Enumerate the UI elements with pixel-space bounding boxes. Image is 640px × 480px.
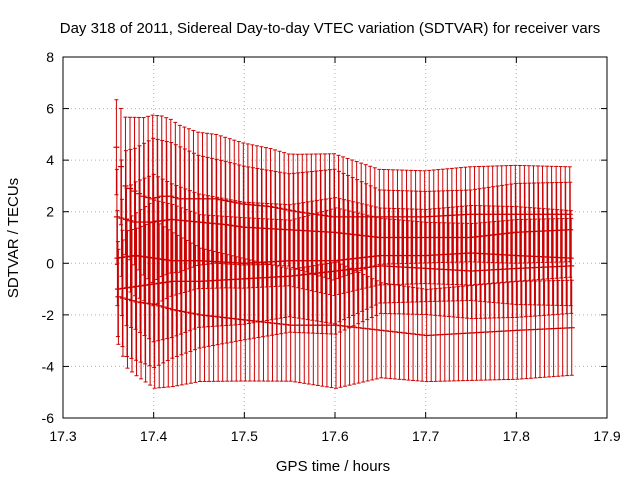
y-tick-label: -2 bbox=[42, 307, 55, 323]
data-point bbox=[210, 250, 217, 382]
data-point bbox=[337, 263, 344, 388]
data-point bbox=[568, 279, 575, 376]
x-tick-label: 17.9 bbox=[593, 428, 620, 444]
data-point bbox=[391, 284, 398, 380]
x-tick-label: 17.5 bbox=[231, 428, 258, 444]
x-tick-label: 17.7 bbox=[412, 428, 439, 444]
x-tick-label: 17.4 bbox=[140, 428, 167, 444]
data-point bbox=[192, 245, 199, 383]
data-point bbox=[265, 263, 271, 382]
y-tick-label: 4 bbox=[46, 152, 54, 168]
data-point bbox=[165, 229, 172, 388]
data-point bbox=[151, 220, 158, 389]
data-point bbox=[119, 239, 126, 357]
data-point bbox=[138, 225, 145, 380]
data-point bbox=[450, 286, 457, 382]
data-point bbox=[142, 224, 149, 383]
y-tick-label: 6 bbox=[46, 101, 54, 117]
data-point bbox=[346, 267, 353, 386]
data-point bbox=[410, 286, 417, 381]
y-tick-label: 8 bbox=[46, 49, 54, 65]
data-point bbox=[115, 248, 122, 345]
y-tick-label: 2 bbox=[46, 204, 54, 220]
series-lower bbox=[115, 220, 575, 389]
data-point bbox=[478, 284, 485, 381]
data-point bbox=[147, 222, 154, 386]
x-tick-label: 17.6 bbox=[321, 428, 348, 444]
data-point bbox=[183, 240, 190, 385]
x-axis-label: GPS time / hours bbox=[276, 458, 390, 475]
data-point bbox=[156, 223, 163, 389]
data-point bbox=[187, 242, 194, 384]
chart-title: Day 318 of 2011, Sidereal Day-to-day VTE… bbox=[60, 20, 600, 37]
data-point bbox=[124, 230, 131, 369]
axis-ticks: 17.3 17.4 17.5 17.6 17.7 17.8 17.9 -6 -4 -2 0 2 4 6 8 bbox=[42, 49, 621, 444]
x-tick-label: 17.8 bbox=[503, 428, 530, 444]
y-tick-label: -6 bbox=[42, 410, 55, 426]
data-point bbox=[233, 256, 240, 382]
data-point bbox=[133, 227, 140, 377]
data-point bbox=[160, 226, 167, 388]
data-point bbox=[564, 279, 571, 377]
data-point bbox=[129, 228, 135, 373]
x-tick-label: 17.3 bbox=[49, 428, 76, 444]
data-point bbox=[546, 280, 553, 378]
y-tick-label: 0 bbox=[46, 255, 54, 271]
y-axis-label: SDTVAR / TECUs bbox=[5, 178, 22, 298]
data-points bbox=[113, 99, 575, 389]
data-point bbox=[174, 234, 181, 387]
data-point bbox=[178, 237, 185, 386]
data-point bbox=[123, 187, 130, 327]
data-point bbox=[459, 285, 466, 382]
data-point bbox=[364, 276, 371, 382]
data-point bbox=[169, 232, 176, 388]
data-point bbox=[382, 282, 389, 379]
y-tick-label: -4 bbox=[42, 358, 55, 374]
